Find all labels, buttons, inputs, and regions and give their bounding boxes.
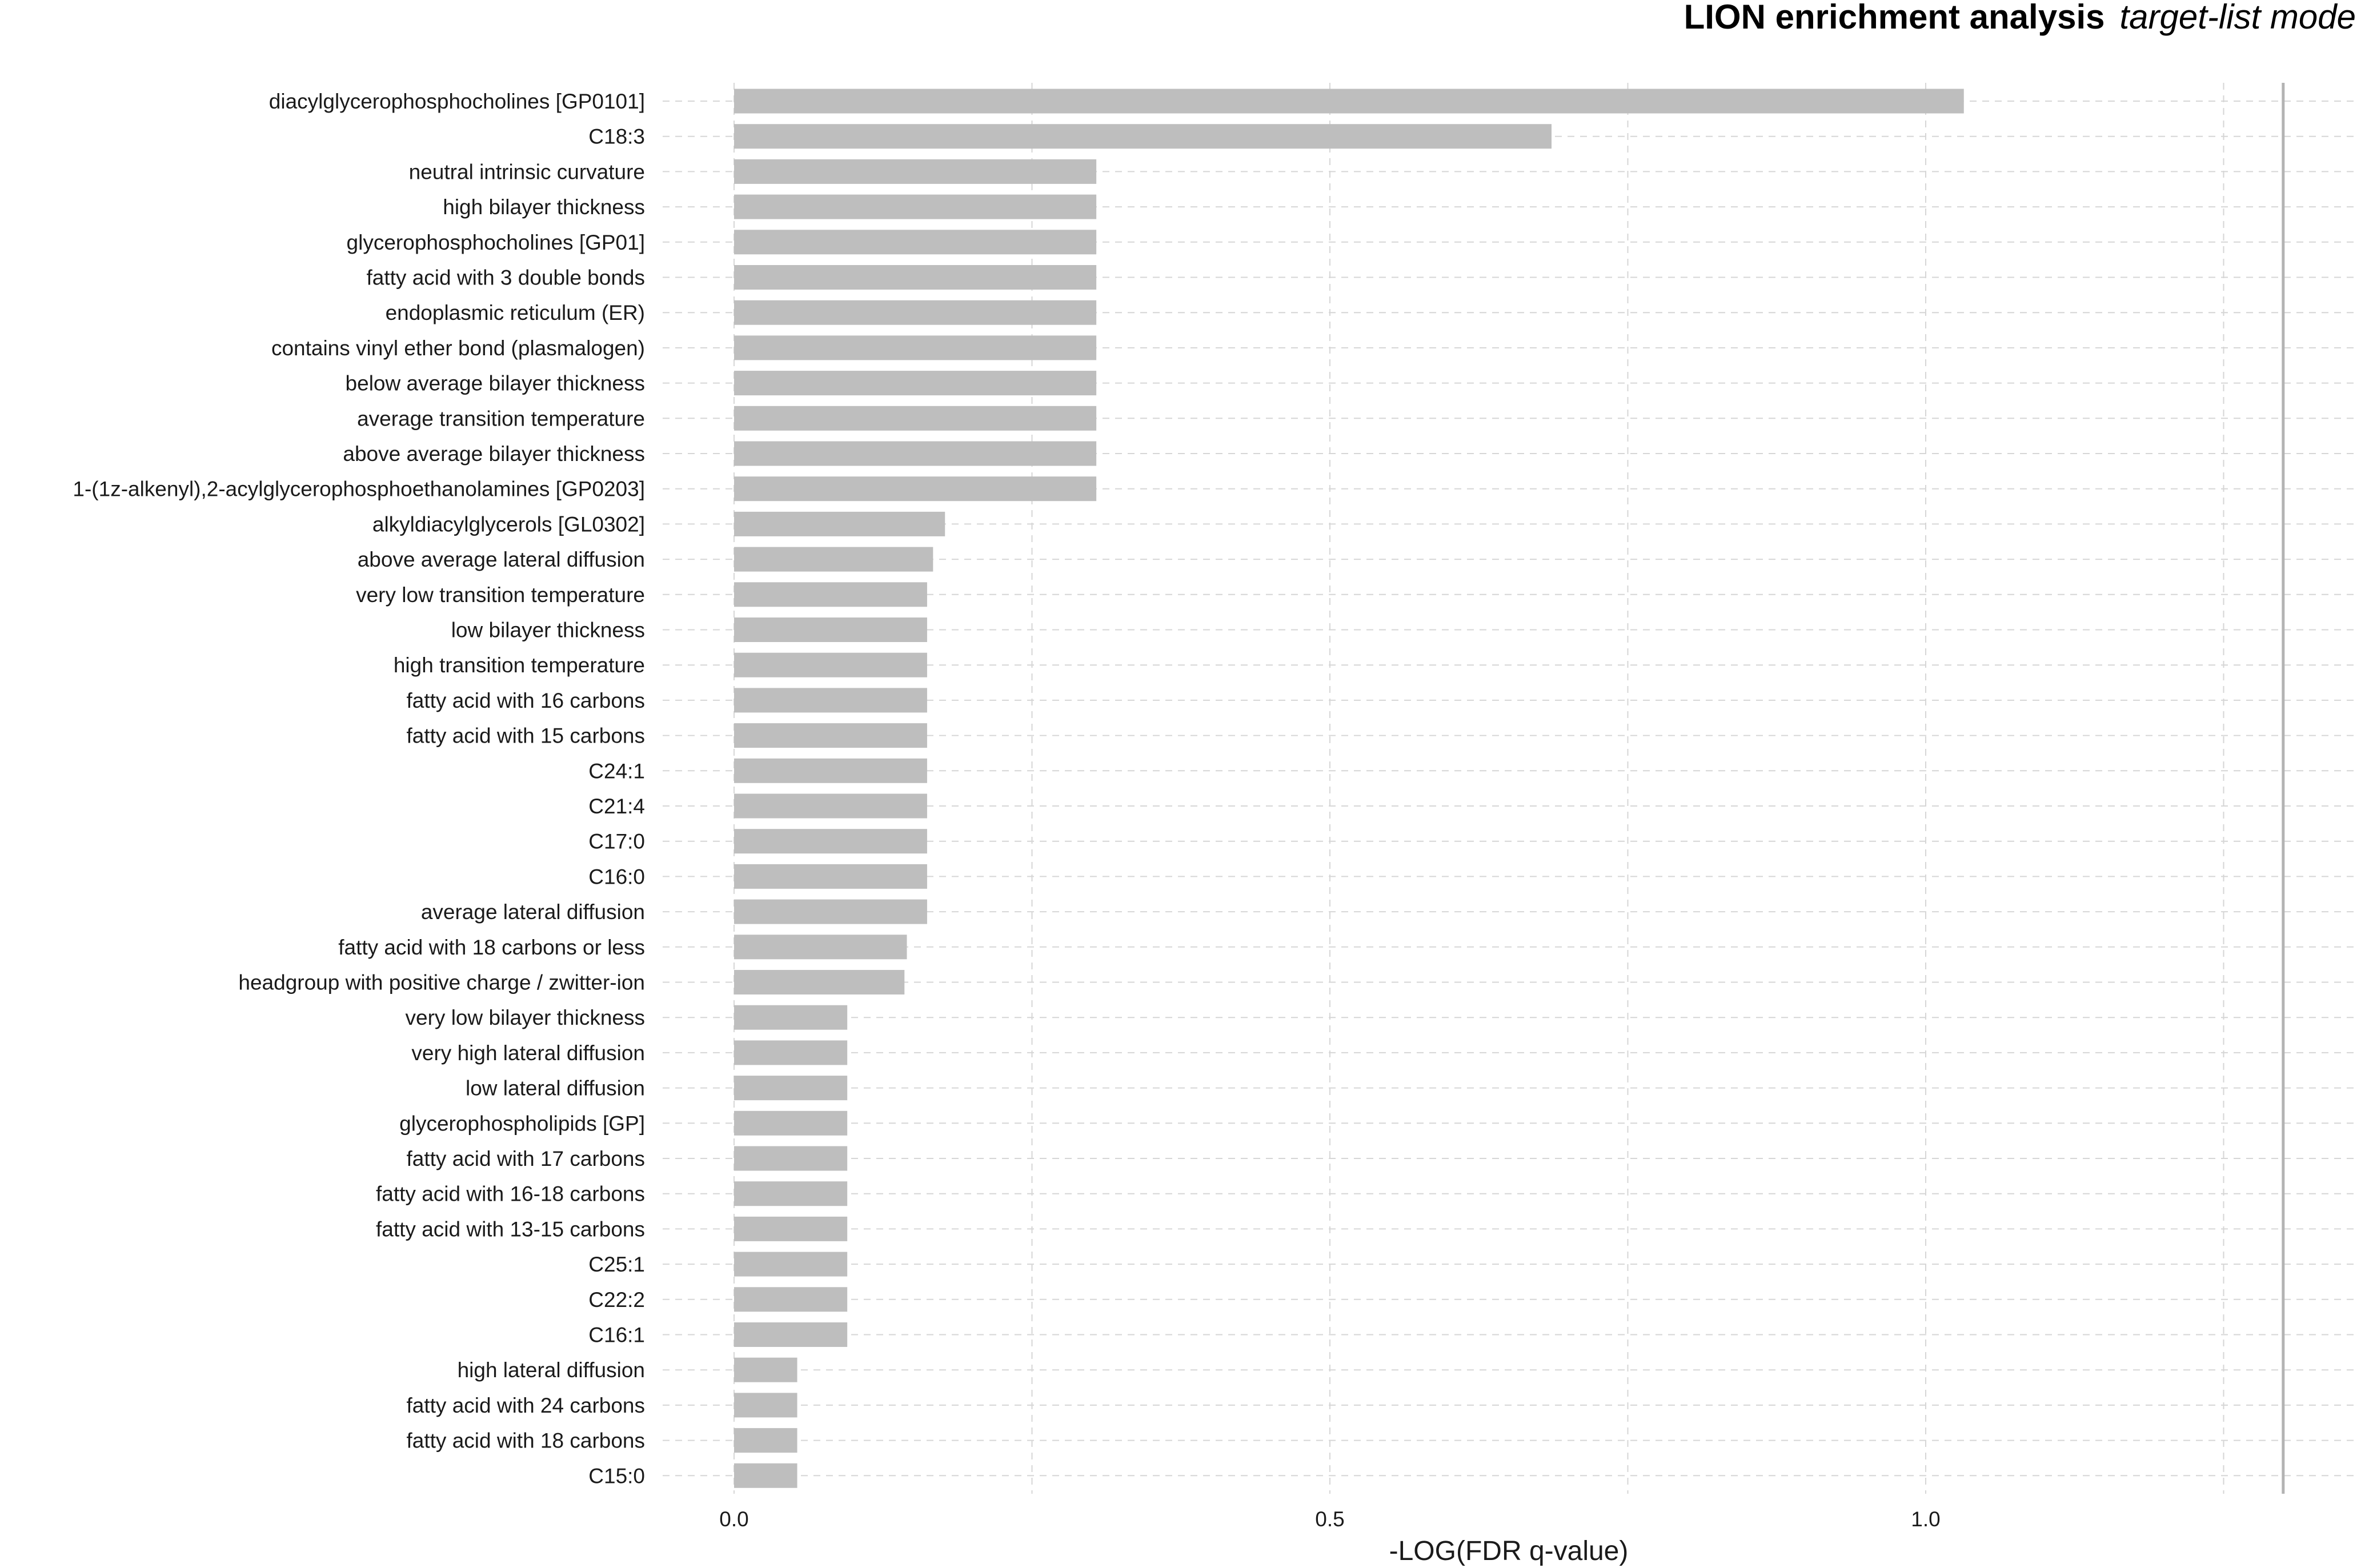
bar bbox=[734, 652, 927, 677]
category-label: below average bilayer thickness bbox=[346, 372, 645, 395]
bar bbox=[734, 1216, 848, 1241]
category-label: C16:0 bbox=[588, 865, 645, 888]
bar bbox=[734, 265, 1097, 290]
chart-subtitle: target-list mode bbox=[2120, 0, 2356, 36]
category-label: C22:2 bbox=[588, 1288, 645, 1312]
bar bbox=[734, 89, 1964, 114]
bar bbox=[734, 1393, 797, 1418]
category-label: fatty acid with 13-15 carbons bbox=[376, 1217, 645, 1241]
bar bbox=[734, 970, 905, 994]
category-label: fatty acid with 3 double bonds bbox=[367, 266, 646, 290]
category-labels: diacylglycerophosphocholines [GP0101] C18… bbox=[73, 90, 645, 1487]
bar bbox=[734, 406, 1097, 431]
bar bbox=[734, 335, 1097, 360]
bar bbox=[734, 1252, 848, 1277]
category-label: endoplasmic reticulum (ER) bbox=[386, 301, 645, 324]
category-label: C16:1 bbox=[588, 1324, 645, 1347]
bar bbox=[734, 829, 927, 854]
category-label: above average bilayer thickness bbox=[343, 442, 645, 466]
bar bbox=[734, 300, 1097, 325]
category-label: C17:0 bbox=[588, 830, 645, 853]
bar bbox=[734, 1040, 848, 1065]
category-label: very low bilayer thickness bbox=[406, 1006, 645, 1029]
bar bbox=[734, 1181, 848, 1206]
bar bbox=[734, 1146, 848, 1171]
x-tick-label: 0.5 bbox=[1315, 1507, 1344, 1531]
bar bbox=[734, 1463, 797, 1488]
category-label: glycerophospholipids [GP] bbox=[399, 1112, 645, 1135]
bar bbox=[734, 899, 927, 924]
category-label: high transition temperature bbox=[394, 653, 645, 677]
bar bbox=[734, 1357, 797, 1382]
vertical-gridlines bbox=[733, 83, 2224, 1494]
bar bbox=[734, 582, 927, 607]
category-label: glycerophosphocholines [GP01] bbox=[347, 231, 645, 254]
bar-series bbox=[734, 89, 1964, 1488]
category-label: C24:1 bbox=[588, 759, 645, 783]
bar bbox=[734, 758, 927, 783]
bar bbox=[734, 1428, 797, 1453]
category-label: very high lateral diffusion bbox=[411, 1041, 645, 1065]
bar bbox=[734, 441, 1097, 466]
bar bbox=[734, 159, 1097, 184]
x-axis-title: -LOG(FDR q-value) bbox=[1389, 1536, 1629, 1566]
bar bbox=[734, 793, 927, 819]
category-label: fatty acid with 15 carbons bbox=[407, 724, 646, 748]
chart-title: LION enrichment analysis target-list mod… bbox=[1684, 0, 2356, 36]
bar bbox=[734, 935, 907, 960]
category-label: fatty acid with 16-18 carbons bbox=[376, 1182, 645, 1206]
category-label: C15:0 bbox=[588, 1464, 645, 1487]
category-label: alkyldiacylglycerols [GL0302] bbox=[372, 512, 645, 536]
category-label: C21:4 bbox=[588, 795, 645, 818]
x-axis-tick-labels: 0.0 0.5 1.0 bbox=[719, 1507, 1940, 1531]
category-label: fatty acid with 17 carbons bbox=[407, 1147, 646, 1170]
category-label: contains vinyl ether bond (plasmalogen) bbox=[271, 336, 645, 360]
category-label: headgroup with positive charge / zwitter… bbox=[238, 971, 645, 994]
bar bbox=[734, 1322, 848, 1347]
category-label: fatty acid with 18 carbons bbox=[407, 1429, 646, 1453]
category-label: average transition temperature bbox=[357, 407, 645, 430]
x-tick-label: 1.0 bbox=[1911, 1507, 1940, 1531]
bar bbox=[734, 230, 1097, 255]
chart-title-main: LION enrichment analysis bbox=[1684, 0, 2105, 36]
bar bbox=[734, 371, 1097, 396]
bar bbox=[734, 1110, 848, 1136]
category-label: high lateral diffusion bbox=[458, 1358, 645, 1382]
category-label: C25:1 bbox=[588, 1253, 645, 1276]
category-label: above average lateral diffusion bbox=[358, 548, 645, 571]
bar bbox=[734, 723, 927, 748]
bar bbox=[734, 511, 945, 536]
category-label: average lateral diffusion bbox=[421, 900, 645, 924]
category-label: 1-(1z-alkenyl),2-acylglycerophosphoethan… bbox=[73, 478, 645, 501]
x-tick-label: 0.0 bbox=[719, 1507, 748, 1531]
bar bbox=[734, 1287, 848, 1312]
category-label: fatty acid with 16 carbons bbox=[407, 689, 646, 712]
bar bbox=[734, 476, 1097, 502]
category-label: low lateral diffusion bbox=[466, 1077, 645, 1100]
bar bbox=[734, 547, 933, 572]
category-label: high bilayer thickness bbox=[443, 195, 645, 219]
category-label: very low transition temperature bbox=[356, 583, 645, 607]
bar bbox=[734, 194, 1097, 219]
bar bbox=[734, 1076, 848, 1101]
bar bbox=[734, 124, 1552, 149]
category-label: low bilayer thickness bbox=[451, 619, 645, 642]
category-label: C18:3 bbox=[588, 125, 645, 149]
bar bbox=[734, 1005, 848, 1030]
bar bbox=[734, 617, 927, 642]
category-label: fatty acid with 18 carbons or less bbox=[338, 936, 645, 959]
category-label: fatty acid with 24 carbons bbox=[407, 1394, 646, 1417]
bar bbox=[734, 688, 927, 713]
bar bbox=[734, 864, 927, 889]
category-label: neutral intrinsic curvature bbox=[409, 160, 645, 183]
category-label: diacylglycerophosphocholines [GP0101] bbox=[269, 90, 645, 113]
